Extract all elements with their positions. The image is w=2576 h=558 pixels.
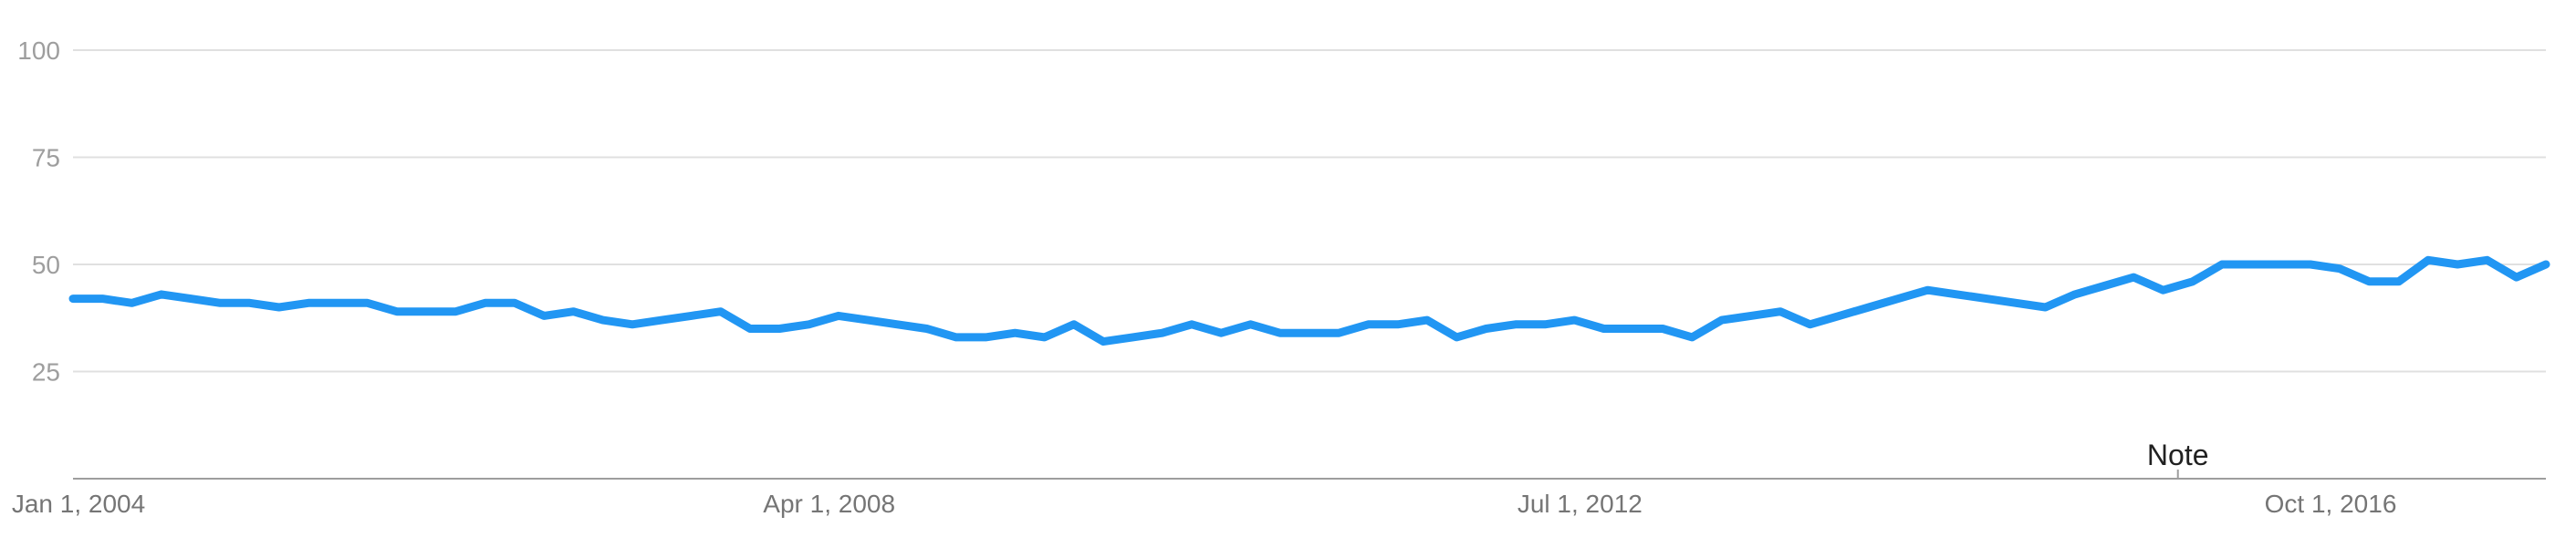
- annotation-note-label: Note: [2147, 439, 2209, 471]
- y-tick-label: 75: [32, 144, 60, 172]
- y-tick-label: 50: [32, 251, 60, 279]
- y-tick-label: 25: [32, 358, 60, 387]
- x-tick-label: Oct 1, 2016: [2265, 490, 2397, 518]
- x-tick-label: Jan 1, 2004: [12, 490, 145, 518]
- x-tick-label: Jul 1, 2012: [1517, 490, 1643, 518]
- y-tick-label: 100: [17, 36, 60, 65]
- series-line-0: [68, 255, 2550, 346]
- x-tick-label: Apr 1, 2008: [763, 490, 895, 518]
